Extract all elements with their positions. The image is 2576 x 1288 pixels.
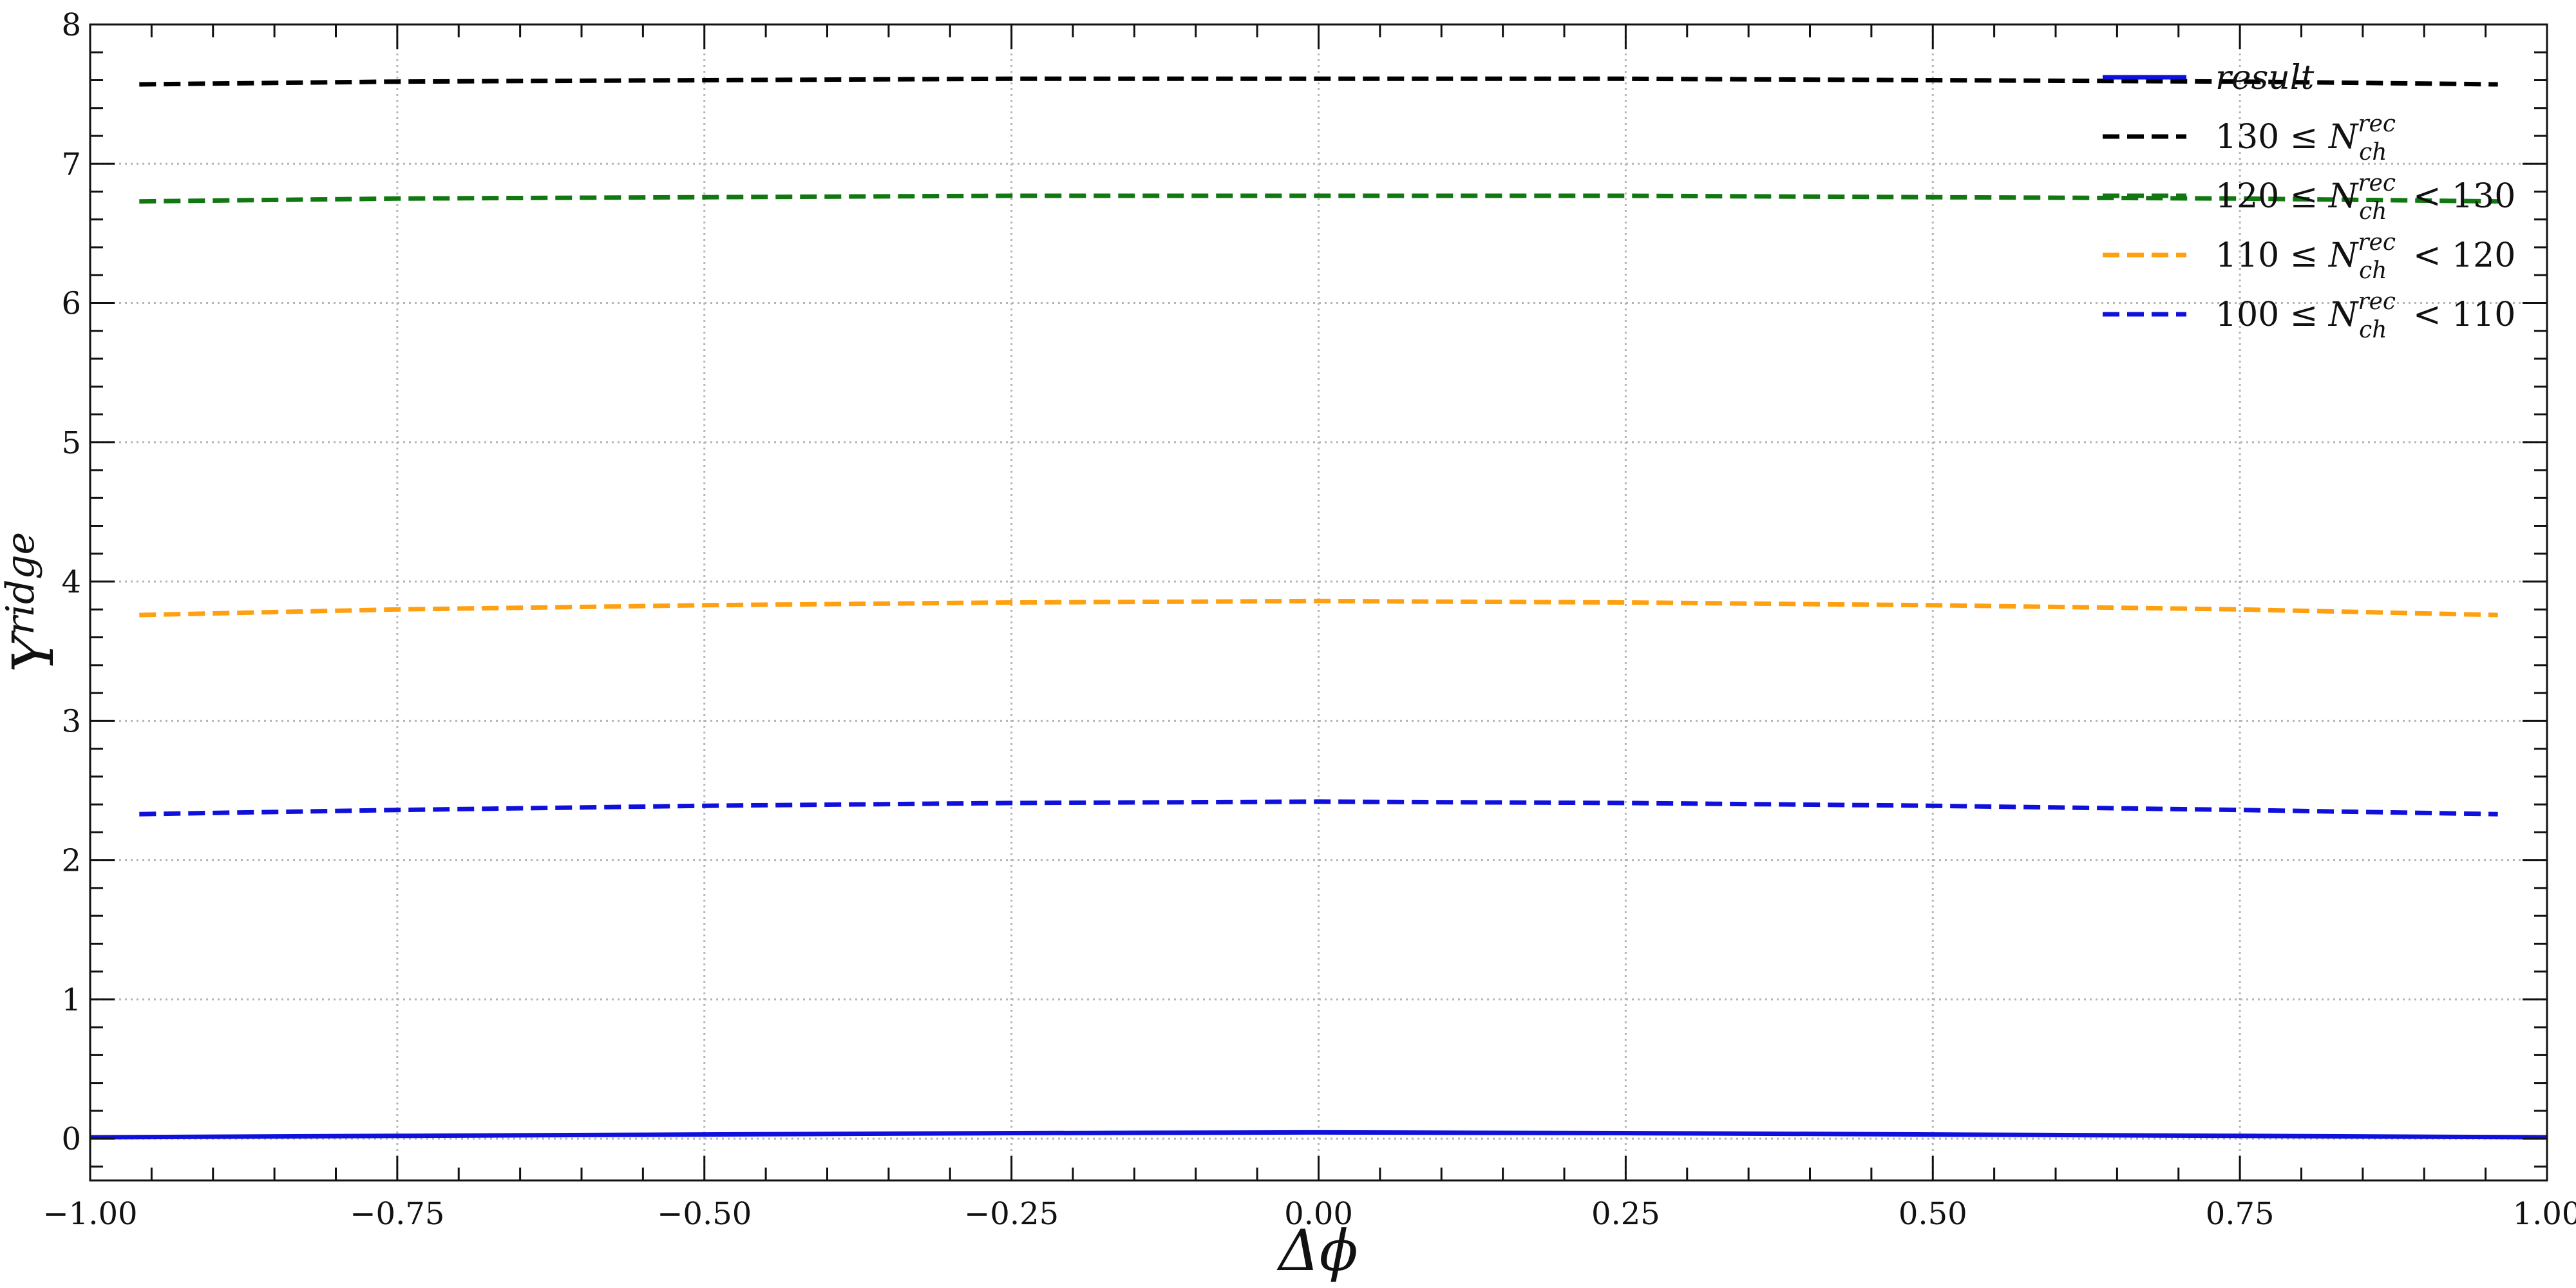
- legend-label-tail: < 110: [2402, 296, 2515, 334]
- x-tick-label: 0.50: [1899, 1196, 1967, 1232]
- grid-lines: [90, 24, 2547, 1180]
- legend-label-lead: 110 ≤: [2215, 236, 2329, 275]
- legend-label-1: 130 ≤ Nrec ch: [2215, 111, 2396, 166]
- y-tick-label: 0: [61, 1121, 81, 1157]
- y-tick-label: 1: [61, 982, 81, 1018]
- legend-label-var: N: [2327, 296, 2359, 334]
- y-tick-label: 5: [61, 425, 81, 461]
- legend-label-4: 100 ≤ Nrec ch < 110: [2215, 289, 2515, 343]
- series-lines: [90, 76, 2548, 1140]
- series-line-2: [139, 193, 2498, 204]
- x-tick-label: −0.75: [350, 1196, 444, 1232]
- legend-label-superscript: rec: [2358, 170, 2396, 196]
- y-tick-label: 6: [61, 286, 81, 322]
- x-tick-label: 0.75: [2206, 1196, 2275, 1232]
- y-tick-label: 7: [61, 146, 81, 182]
- x-tick-label: −1.00: [43, 1196, 137, 1232]
- legend-label-3: 110 ≤ Nrec ch < 120: [2215, 229, 2515, 284]
- legend-label-tail: < 120: [2402, 236, 2515, 275]
- legend-label-subscript: ch: [2359, 317, 2387, 343]
- y-tick-label: 3: [61, 703, 81, 739]
- x-tick-label: 0.00: [1284, 1196, 1353, 1232]
- legend-label-subscript: ch: [2359, 198, 2387, 225]
- series-line-3: [139, 598, 2498, 618]
- legend-label-superscript: rec: [2358, 289, 2396, 315]
- legend-label-var: N: [2327, 236, 2359, 275]
- legend-label-var: N: [2327, 177, 2359, 216]
- legend-label-0: result: [2215, 59, 2314, 97]
- y-tick-label: 4: [61, 564, 81, 600]
- series-line-4: [139, 799, 2498, 817]
- series-line-0: [90, 1130, 2548, 1140]
- axis-ticks: −1.00 −0.75 −0.50 −0.25 0.00 0.25 0.50 0.75 1.00…: [43, 7, 2576, 1232]
- legend-label-2: 120 ≤ Nrec ch < 130: [2215, 170, 2515, 225]
- x-tick-label: −0.25: [964, 1196, 1059, 1232]
- legend-label-lead: 100 ≤: [2215, 296, 2329, 334]
- legend-label-lead: 130 ≤: [2215, 118, 2329, 156]
- y-tick-label: 2: [61, 843, 81, 879]
- legend-label-subscript: ch: [2359, 139, 2387, 166]
- legend-label-lead: 120 ≤: [2215, 177, 2329, 216]
- legend-label-tail: < 130: [2402, 177, 2515, 216]
- x-tick-label: 0.25: [1591, 1196, 1660, 1232]
- legend-label-superscript: rec: [2358, 111, 2396, 137]
- y-axis-label-main: Y: [0, 630, 66, 672]
- y-tick-label: 8: [61, 7, 81, 43]
- legend-label-var: result: [2215, 59, 2314, 97]
- y-axis-label-superscript: ridge: [0, 532, 43, 635]
- y-axis-label: Yridge: [0, 532, 66, 672]
- x-tick-label: −0.50: [657, 1196, 752, 1232]
- x-tick-label: 1.00: [2513, 1196, 2576, 1232]
- x-axis-label: Δϕ: [1276, 1217, 1358, 1283]
- legend-label-subscript: ch: [2359, 258, 2387, 284]
- legend-label-superscript: rec: [2358, 229, 2396, 256]
- series-line-1: [139, 76, 2498, 87]
- legend-label-var: N: [2327, 118, 2359, 156]
